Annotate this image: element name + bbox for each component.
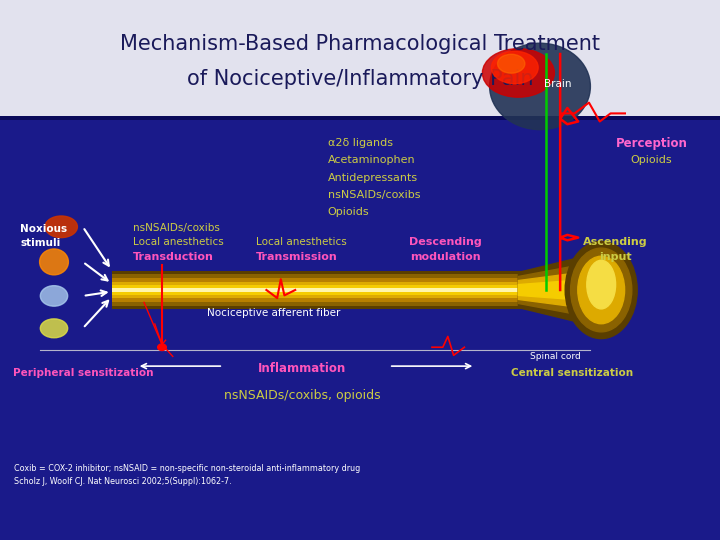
Polygon shape [518, 279, 590, 301]
Bar [0, 116, 720, 120]
Text: Spinal cord: Spinal cord [530, 352, 580, 361]
Text: Ascending: Ascending [583, 237, 648, 247]
Text: Scholz J, Woolf CJ. Nat Neurosci 2002;5(Suppl):1062-7.: Scholz J, Woolf CJ. Nat Neurosci 2002;5(… [14, 477, 232, 486]
Text: Noxious: Noxious [20, 225, 67, 234]
Text: Inflammation: Inflammation [258, 362, 346, 375]
Ellipse shape [40, 319, 68, 338]
Text: Local anesthetics: Local anesthetics [133, 237, 224, 247]
Bar [112, 274, 590, 306]
Text: nsNSAIDs/coxibs: nsNSAIDs/coxibs [328, 190, 420, 200]
Text: Peripheral sensitization: Peripheral sensitization [12, 368, 153, 377]
Text: α2δ ligands: α2δ ligands [328, 138, 392, 148]
Ellipse shape [40, 249, 68, 275]
Text: Local anesthetics: Local anesthetics [256, 237, 346, 247]
Text: nsNSAIDs/coxibs, opioids: nsNSAIDs/coxibs, opioids [224, 389, 381, 402]
Text: Nociceptive afferent fiber: Nociceptive afferent fiber [207, 308, 341, 318]
Text: modulation: modulation [410, 252, 480, 262]
Text: Descending: Descending [408, 237, 482, 247]
Text: Mechanism-Based Pharmacological Treatment: Mechanism-Based Pharmacological Treatmen… [120, 34, 600, 54]
Circle shape [158, 344, 166, 350]
Ellipse shape [491, 51, 538, 84]
Ellipse shape [490, 43, 590, 130]
Bar [0, 116, 720, 540]
Text: Opioids: Opioids [631, 156, 672, 165]
Text: of Nociceptive/Inflammatory Pain: of Nociceptive/Inflammatory Pain [186, 69, 534, 89]
Ellipse shape [482, 49, 554, 97]
Text: Transmission: Transmission [256, 252, 338, 262]
Ellipse shape [565, 241, 637, 339]
Ellipse shape [570, 248, 632, 332]
Text: Antidepressants: Antidepressants [328, 173, 418, 183]
Ellipse shape [577, 256, 624, 323]
Text: input: input [599, 252, 632, 262]
Text: nsNSAIDs/coxibs: nsNSAIDs/coxibs [133, 224, 220, 233]
Text: Acetaminophen: Acetaminophen [328, 156, 415, 165]
Ellipse shape [45, 216, 78, 238]
Bar [0, 0, 720, 116]
Bar [112, 287, 590, 293]
Ellipse shape [498, 54, 525, 73]
Polygon shape [518, 271, 590, 309]
Text: Coxib = COX-2 inhibitor; nsNSAID = non-specific non-steroidal anti-inflammatory : Coxib = COX-2 inhibitor; nsNSAID = non-s… [14, 464, 361, 473]
Text: Opioids: Opioids [328, 207, 369, 217]
Text: Central sensitization: Central sensitization [511, 368, 634, 377]
Text: Transduction: Transduction [133, 252, 214, 262]
Ellipse shape [587, 260, 616, 309]
Bar [112, 278, 590, 302]
Ellipse shape [40, 286, 68, 306]
Bar [112, 282, 590, 298]
Text: Brain: Brain [544, 79, 571, 89]
Bar [112, 285, 590, 295]
Polygon shape [518, 255, 590, 325]
Polygon shape [518, 263, 590, 317]
Bar [112, 271, 590, 309]
Text: Perception: Perception [616, 137, 688, 150]
Text: stimuli: stimuli [20, 238, 60, 248]
